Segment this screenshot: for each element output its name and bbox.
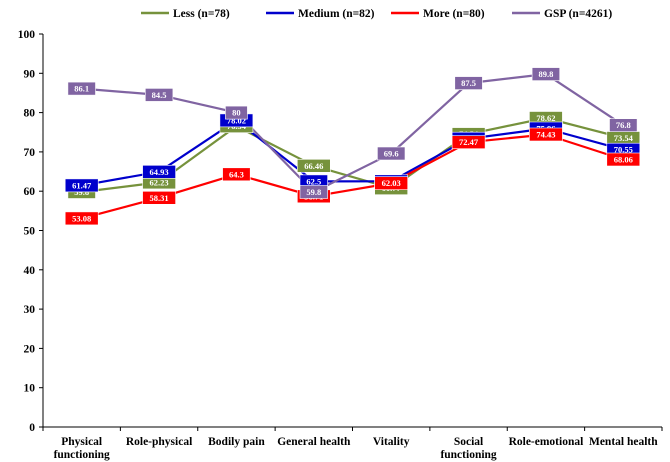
- data-label-text: 61.47: [72, 180, 92, 190]
- legend: Less (n=78) Medium (n=82) More (n=80) GSP (…: [141, 8, 612, 20]
- x-tick-label: Vitality: [373, 436, 410, 448]
- data-label-text: 84.5: [152, 90, 167, 100]
- x-tick-label: General health: [277, 436, 351, 448]
- y-tick-label: 60: [24, 186, 36, 198]
- legend-label: More (n=80): [423, 8, 485, 20]
- x-tick-label: functioning: [54, 449, 110, 461]
- data-label-text: 87.5: [461, 78, 476, 88]
- data-label: 68.06: [606, 152, 641, 167]
- data-label-text: 76.8: [616, 120, 631, 130]
- data-label-text: 64.93: [150, 167, 169, 177]
- x-tick-label: Physical: [61, 436, 102, 448]
- data-label-box: [299, 185, 328, 199]
- data-label: 61.47: [64, 178, 99, 193]
- data-label-text: 78.62: [536, 113, 555, 123]
- data-label-box: [145, 88, 174, 102]
- data-label-text: 89.8: [538, 69, 553, 79]
- data-label: 64.93: [142, 165, 176, 179]
- data-label-text: 78.02: [227, 115, 246, 125]
- data-label-box: [67, 81, 96, 96]
- x-tick-label: Bodily pain: [208, 436, 265, 448]
- y-tick-label: 40: [24, 265, 36, 277]
- legend-label: Less (n=78): [173, 8, 230, 20]
- data-label: 76.8: [609, 118, 638, 132]
- data-label-text: 74.43: [536, 130, 555, 140]
- y-tick-label: 10: [24, 383, 36, 395]
- y-tick-label: 100: [18, 29, 36, 41]
- data-label-box: [64, 211, 99, 226]
- data-label-box: [296, 159, 331, 173]
- data-label-text: 62.03: [382, 178, 401, 188]
- data-label: 58.31: [142, 191, 176, 205]
- data-label-box: [606, 152, 641, 167]
- y-tick-label: 70: [24, 147, 36, 159]
- x-tick-label: functioning: [440, 449, 496, 461]
- data-label: 89.8: [531, 67, 560, 81]
- data-label-text: 73.54: [614, 133, 634, 143]
- data-label: 87.5: [454, 76, 483, 90]
- x-tick-label: Social: [454, 436, 483, 448]
- data-label-box: [64, 178, 99, 193]
- data-label-box: [374, 176, 409, 190]
- x-tick-label: Role-emotional: [509, 436, 584, 448]
- data-label-box: [142, 191, 176, 205]
- data-label-text: 68.06: [614, 155, 633, 165]
- data-label-text: 62.5: [306, 176, 321, 186]
- data-label: 86.1: [67, 81, 96, 96]
- data-label: 69.6: [377, 146, 406, 161]
- data-label: 64.3: [222, 167, 251, 182]
- data-label-text: 64.3: [229, 169, 244, 179]
- y-tick-label: 50: [24, 226, 36, 238]
- x-tick-label: Mental health: [589, 436, 658, 448]
- data-label: 59.8: [299, 185, 328, 199]
- data-label-box: [531, 67, 560, 81]
- data-label: 80: [225, 105, 248, 120]
- data-label: 74.43: [529, 127, 563, 142]
- y-tick-label: 0: [29, 422, 35, 434]
- y-axis-ticks: 0 10 20 30 40 50 60 70 80 90 100: [18, 29, 43, 434]
- data-label-box: [222, 167, 251, 182]
- legend-label: GSP (n=4261): [544, 8, 612, 20]
- legend-label: Medium (n=82): [298, 8, 375, 20]
- y-tick-label: 20: [24, 343, 36, 355]
- data-label-box: [454, 76, 483, 90]
- data-label-box: [529, 127, 563, 142]
- data-label-box: [142, 165, 176, 179]
- data-label-text: 66.46: [304, 161, 323, 171]
- data-label: 84.5: [145, 88, 174, 102]
- y-tick-label: 80: [24, 108, 36, 120]
- data-label-text: 58.31: [150, 193, 169, 203]
- data-labels: 59.862.2376.5466.4660.7774.5478.6273.546…: [64, 67, 641, 226]
- data-label-text: 62.23: [150, 177, 169, 187]
- data-label-box: [609, 118, 638, 132]
- y-tick-label: 30: [24, 304, 36, 316]
- data-label-text: 70.55: [614, 145, 633, 155]
- data-label: 53.08: [64, 211, 99, 226]
- data-label: 66.46: [296, 159, 331, 173]
- data-label: 62.03: [374, 176, 409, 190]
- y-tick-label: 90: [24, 68, 36, 80]
- data-label-box: [377, 146, 406, 161]
- data-label-text: 69.6: [384, 149, 399, 159]
- data-label-box: [225, 105, 248, 120]
- data-label-text: 72.47: [459, 137, 479, 147]
- data-label-box: [451, 135, 486, 149]
- data-label-text: 86.1: [74, 84, 89, 94]
- data-label: 73.54: [606, 131, 641, 145]
- data-label-text: 53.08: [72, 213, 91, 223]
- data-label: 72.47: [451, 135, 486, 149]
- data-label-text: 59.8: [306, 187, 321, 197]
- data-label-text: 80: [232, 108, 241, 118]
- x-tick-label: Role-physical: [126, 436, 192, 448]
